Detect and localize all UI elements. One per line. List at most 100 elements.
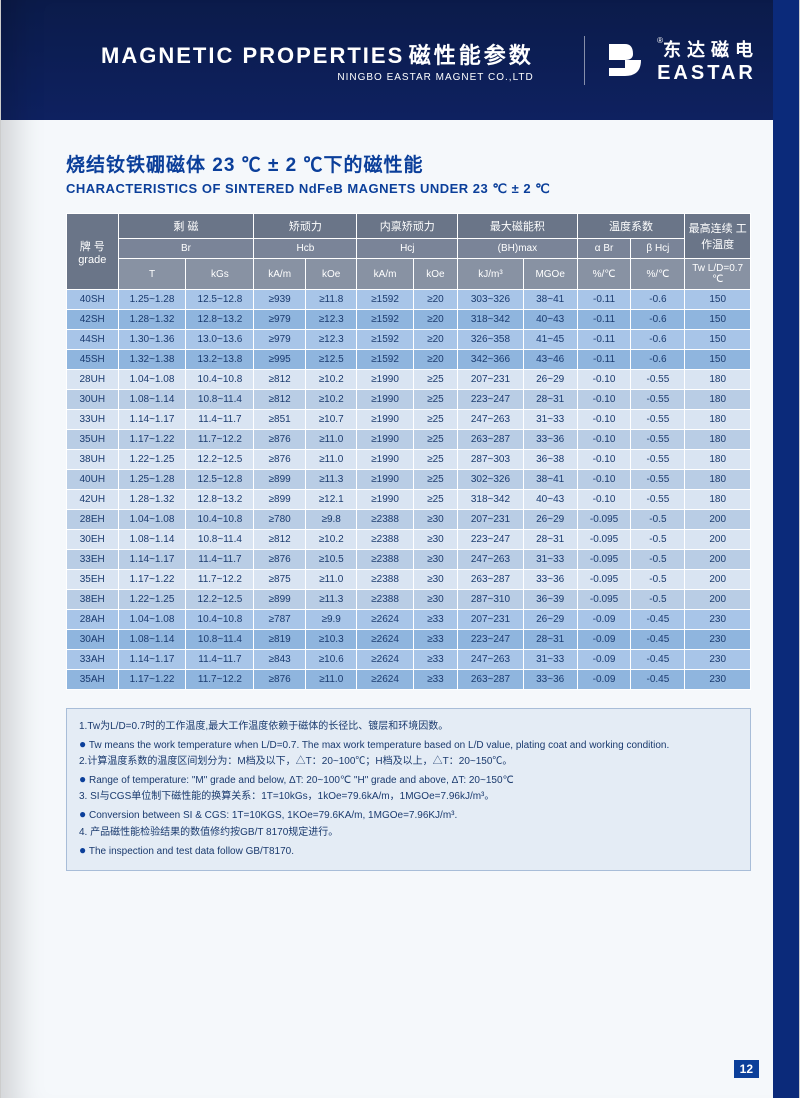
table-cell: ≥11.0	[305, 570, 357, 590]
table-cell: 180	[685, 470, 751, 490]
table-cell: -0.095	[577, 530, 631, 550]
sub-bhcj: β Hcj	[631, 239, 685, 259]
table-cell: ≥33	[413, 610, 458, 630]
table-cell: ≥819	[254, 630, 306, 650]
table-cell: 180	[685, 410, 751, 430]
table-cell: 30EH	[67, 530, 119, 550]
table-cell: ≥10.2	[305, 530, 357, 550]
table-cell: ≥30	[413, 590, 458, 610]
table-cell: ≥10.7	[305, 410, 357, 430]
table-cell: ≥979	[254, 330, 306, 350]
table-row: 40UH1.25~1.2812.5~12.8≥899≥11.3≥1990≥253…	[67, 470, 751, 490]
table-cell: ≥10.2	[305, 370, 357, 390]
table-cell: 207~231	[458, 510, 524, 530]
table-cell: -0.6	[631, 330, 685, 350]
table-cell: 230	[685, 630, 751, 650]
table-cell: 180	[685, 430, 751, 450]
table-cell: 33AH	[67, 650, 119, 670]
table-cell: ≥1990	[357, 370, 413, 390]
table-cell: 303~326	[458, 290, 524, 310]
unit-t: T	[118, 259, 186, 290]
table-cell: ≥33	[413, 670, 458, 690]
table-cell: 1.14~1.17	[118, 410, 186, 430]
table-cell: 40SH	[67, 290, 119, 310]
col-br: 剩 磁	[118, 214, 254, 239]
header-title-en: MAGNETIC PROPERTIES	[101, 43, 404, 68]
table-cell: ≥2624	[357, 610, 413, 630]
table-cell: ≥33	[413, 630, 458, 650]
page-header: MAGNETIC PROPERTIES 磁性能参数 NINGBO EASTAR …	[1, 0, 799, 120]
table-cell: -0.55	[631, 390, 685, 410]
table-cell: 150	[685, 350, 751, 370]
table-cell: 28AH	[67, 610, 119, 630]
table-cell: -0.11	[577, 350, 631, 370]
table-cell: -0.45	[631, 670, 685, 690]
table-cell: ≥25	[413, 410, 458, 430]
unit-kam1: kA/m	[254, 259, 306, 290]
table-cell: -0.5	[631, 570, 685, 590]
table-cell: -0.09	[577, 670, 631, 690]
table-cell: -0.095	[577, 590, 631, 610]
table-cell: ≥1592	[357, 350, 413, 370]
table-cell: -0.55	[631, 430, 685, 450]
table-cell: ≥11.0	[305, 430, 357, 450]
table-cell: 1.04~1.08	[118, 610, 186, 630]
table-cell: 33~36	[523, 670, 577, 690]
table-cell: ≥20	[413, 310, 458, 330]
page-number: 12	[734, 1060, 759, 1078]
table-cell: 40~43	[523, 310, 577, 330]
table-cell: 200	[685, 550, 751, 570]
table-cell: 263~287	[458, 430, 524, 450]
table-cell: 150	[685, 310, 751, 330]
table-cell: 42SH	[67, 310, 119, 330]
table-cell: ≥20	[413, 350, 458, 370]
sub-hcj: Hcj	[357, 239, 458, 259]
table-cell: -0.10	[577, 490, 631, 510]
table-cell: 1.08~1.14	[118, 390, 186, 410]
table-cell: 200	[685, 510, 751, 530]
table-row: 44SH1.30~1.3613.0~13.6≥979≥12.3≥1592≥203…	[67, 330, 751, 350]
brand-en: EASTAR	[657, 62, 759, 85]
note-line: 4. 产品磁性能检验结果的数值修约按GB/T 8170规定进行。	[79, 825, 738, 841]
table-cell: ≥1592	[357, 330, 413, 350]
table-cell: 43~46	[523, 350, 577, 370]
table-cell: -0.5	[631, 550, 685, 570]
table-cell: ≥10.3	[305, 630, 357, 650]
unit-kgs: kGs	[186, 259, 254, 290]
table-row: 40SH1.25~1.2812.5~12.8≥939≥11.8≥1592≥203…	[67, 290, 751, 310]
table-cell: -0.095	[577, 550, 631, 570]
table-cell: -0.11	[577, 330, 631, 350]
table-row: 30UH1.08~1.1410.8~11.4≥812≥10.2≥1990≥252…	[67, 390, 751, 410]
note-line: ● Conversion between SI & CGS: 1T=10KGS,…	[79, 805, 738, 824]
table-cell: 11.4~11.7	[186, 650, 254, 670]
table-cell: -0.10	[577, 450, 631, 470]
sub-bhmax: (BH)max	[458, 239, 577, 259]
table-cell: -0.09	[577, 610, 631, 630]
table-cell: ≥10.2	[305, 390, 357, 410]
table-cell: ≥11.3	[305, 470, 357, 490]
table-cell: 1.04~1.08	[118, 510, 186, 530]
table-cell: ≥851	[254, 410, 306, 430]
note-line: ● The inspection and test data follow GB…	[79, 841, 738, 860]
table-cell: 33~36	[523, 570, 577, 590]
unit-mgoe: MGOe	[523, 259, 577, 290]
table-cell: ≥10.6	[305, 650, 357, 670]
notes-box: 1.Tw为L/D=0.7时的工作温度,最大工作温度依赖于磁体的长径比、镀层和环境…	[66, 708, 751, 871]
note-line: 1.Tw为L/D=0.7时的工作温度,最大工作温度依赖于磁体的长径比、镀层和环境…	[79, 719, 738, 735]
table-cell: ≥1990	[357, 470, 413, 490]
table-cell: ≥1990	[357, 490, 413, 510]
table-cell: ≥11.0	[305, 450, 357, 470]
table-cell: 230	[685, 610, 751, 630]
header-title-block: MAGNETIC PROPERTIES 磁性能参数 NINGBO EASTAR …	[101, 38, 534, 83]
table-cell: 42UH	[67, 490, 119, 510]
table-cell: 31~33	[523, 550, 577, 570]
table-cell: ≥780	[254, 510, 306, 530]
col-hcb: 矫顽力	[254, 214, 357, 239]
table-cell: 1.17~1.22	[118, 670, 186, 690]
unit-tw: Tw L/D=0.7℃	[685, 259, 751, 290]
col-tw: 最高连续 工作温度	[685, 214, 751, 259]
table-cell: -0.55	[631, 450, 685, 470]
table-cell: 223~247	[458, 390, 524, 410]
table-cell: 326~358	[458, 330, 524, 350]
table-cell: 302~326	[458, 470, 524, 490]
